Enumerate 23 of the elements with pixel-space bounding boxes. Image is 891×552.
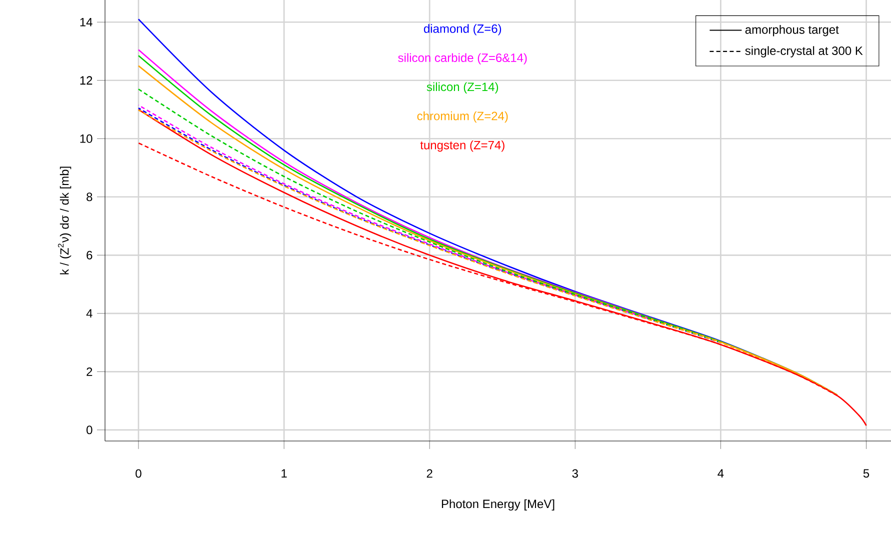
text: silicon carbide (Z=6&14) [398,53,527,64]
y-tick-label: 6 [86,250,92,260]
text: silicon (Z=14) [426,82,498,94]
y-tick-label: 4 [86,309,92,318]
text: tungsten (Z=74) [420,140,504,152]
x-axis-title: Photon Energy [MeV] [442,499,554,511]
x-tick-label: 2 [426,469,432,478]
y-tick-label: 10 [80,134,92,143]
x-tick-label: 0 [136,469,142,478]
y-axis-title: k / (Z$^{2}$ν) dσ / dk [mb] [58,166,72,274]
y-tick-label: 14 [80,18,92,26]
annotation: amorphous target [745,25,839,36]
y-tick-label: 8 [86,192,92,202]
x-tick-label: 3 [572,469,578,478]
text: chromium (Z=24) [417,111,508,123]
y-tick-label: 2 [86,367,92,376]
text: diamond (Z=6) [424,24,502,36]
y-tick-label: 12 [80,76,92,85]
x-tick-label: 5 [863,469,870,478]
y-tick-label: 0 [86,426,92,434]
annotation: single-crystal at 300 K [745,46,863,58]
x-tick-label: 4 [718,469,724,478]
x-tick-label: 1 [282,469,287,478]
